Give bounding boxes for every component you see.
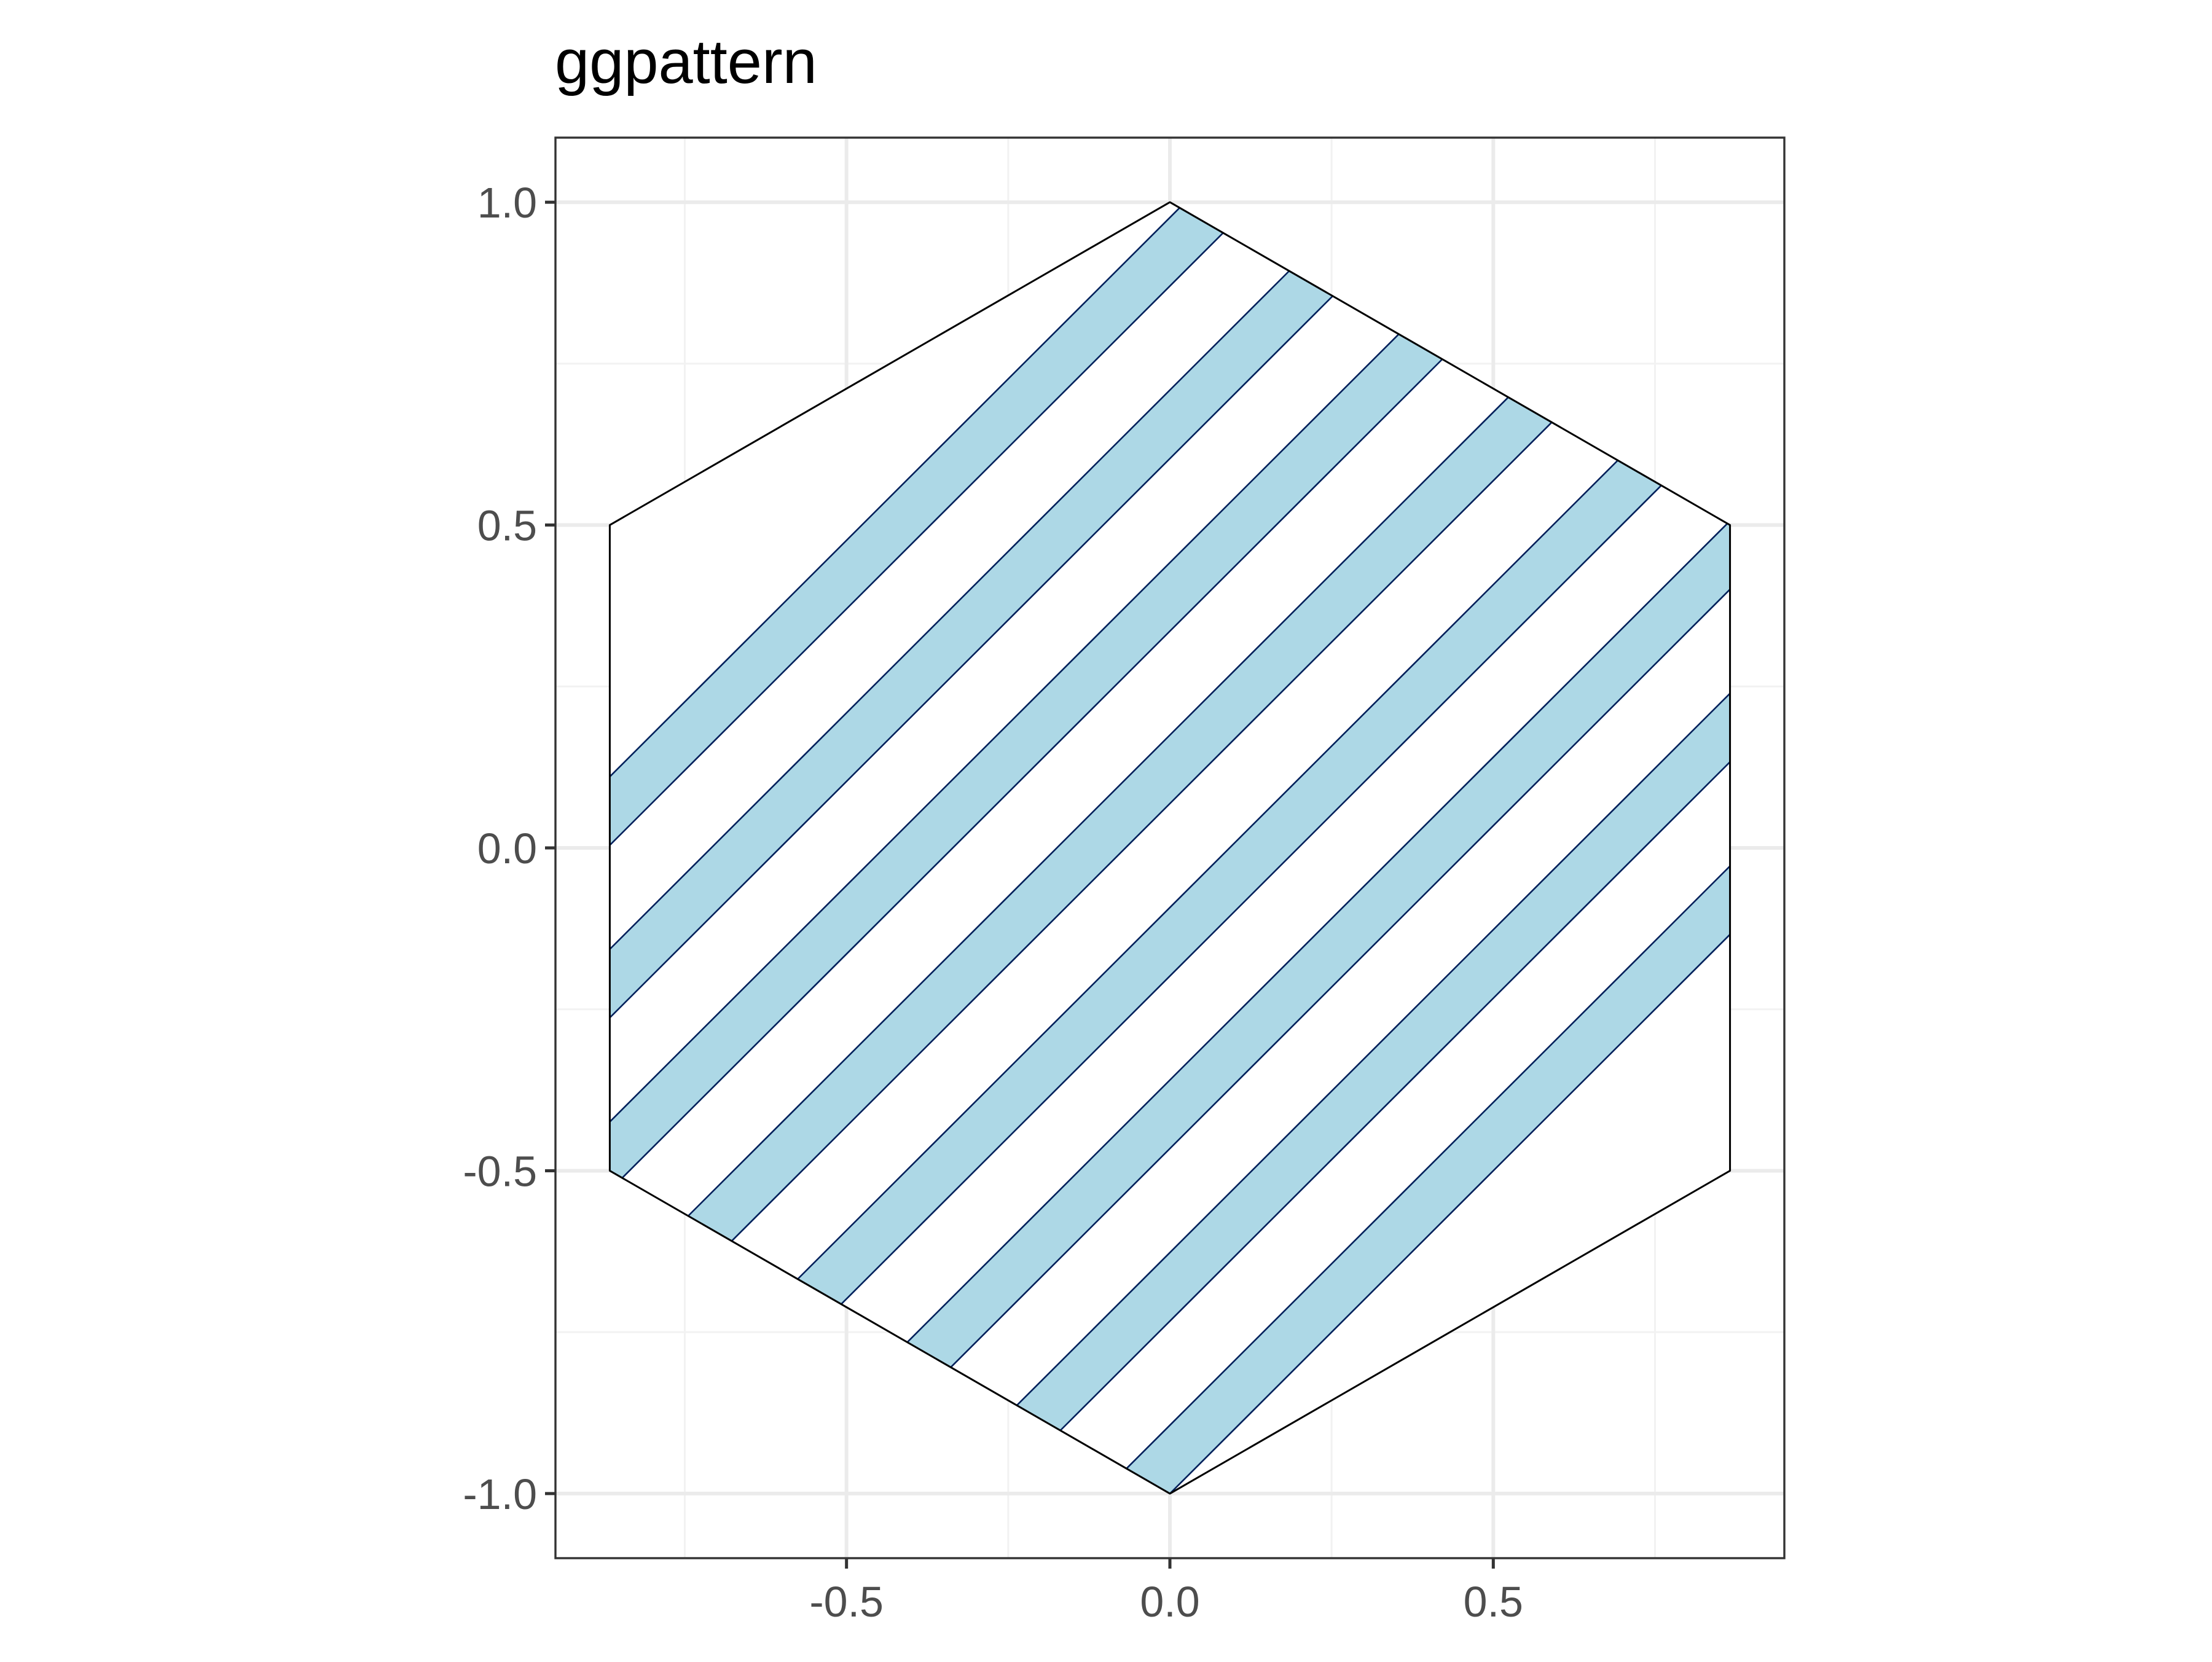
stripe-band (610, 270, 1333, 1018)
stripe-edge (609, 295, 1333, 1019)
stripe-band (798, 460, 1661, 1304)
y-tick-label: 1.0 (477, 179, 537, 227)
hex-outline-layer (608, 201, 1732, 1495)
stripe-band (688, 397, 1552, 1241)
stripe-edge (1016, 692, 1731, 1406)
stripe-band (1016, 693, 1730, 1431)
stripe-edge (609, 232, 1224, 846)
stripe-band (610, 208, 1223, 845)
stripe-edge (797, 460, 1618, 1280)
stripe-edge (609, 270, 1290, 950)
x-tick-label: 0.0 (1140, 1578, 1199, 1626)
y-tick-label: -1.0 (463, 1470, 537, 1518)
stripe-band (610, 334, 1443, 1178)
stripe-edge (950, 589, 1731, 1368)
stripe-edge (841, 485, 1662, 1305)
stripe-layer (609, 207, 1731, 1494)
stripe-edge (731, 421, 1553, 1242)
stripe-band (907, 523, 1730, 1368)
hexagon-outline (608, 201, 1732, 1495)
x-tick-label: 0.5 (1464, 1578, 1523, 1626)
axis-layer: -0.5 0.0 0.5 -1.0 -0.5 0.0 0.5 1.0 (463, 136, 1786, 1626)
stripe-edge (1059, 761, 1731, 1432)
y-tick-label: 0.5 (477, 502, 537, 550)
stripe-edge (621, 358, 1443, 1179)
stripe-edge (609, 333, 1400, 1123)
chart-title: ggpattern (555, 28, 817, 96)
x-tick-label: -0.5 (809, 1578, 884, 1626)
y-tick-label: 0.0 (477, 825, 537, 872)
stripe-edge (1126, 865, 1731, 1470)
stripe-band (1126, 866, 1730, 1494)
stripe-edge (609, 207, 1180, 778)
y-tick-label: -0.5 (463, 1147, 537, 1195)
stripe-edge (906, 523, 1728, 1343)
stripe-edge (1169, 933, 1731, 1494)
stripe-edge (688, 396, 1509, 1217)
